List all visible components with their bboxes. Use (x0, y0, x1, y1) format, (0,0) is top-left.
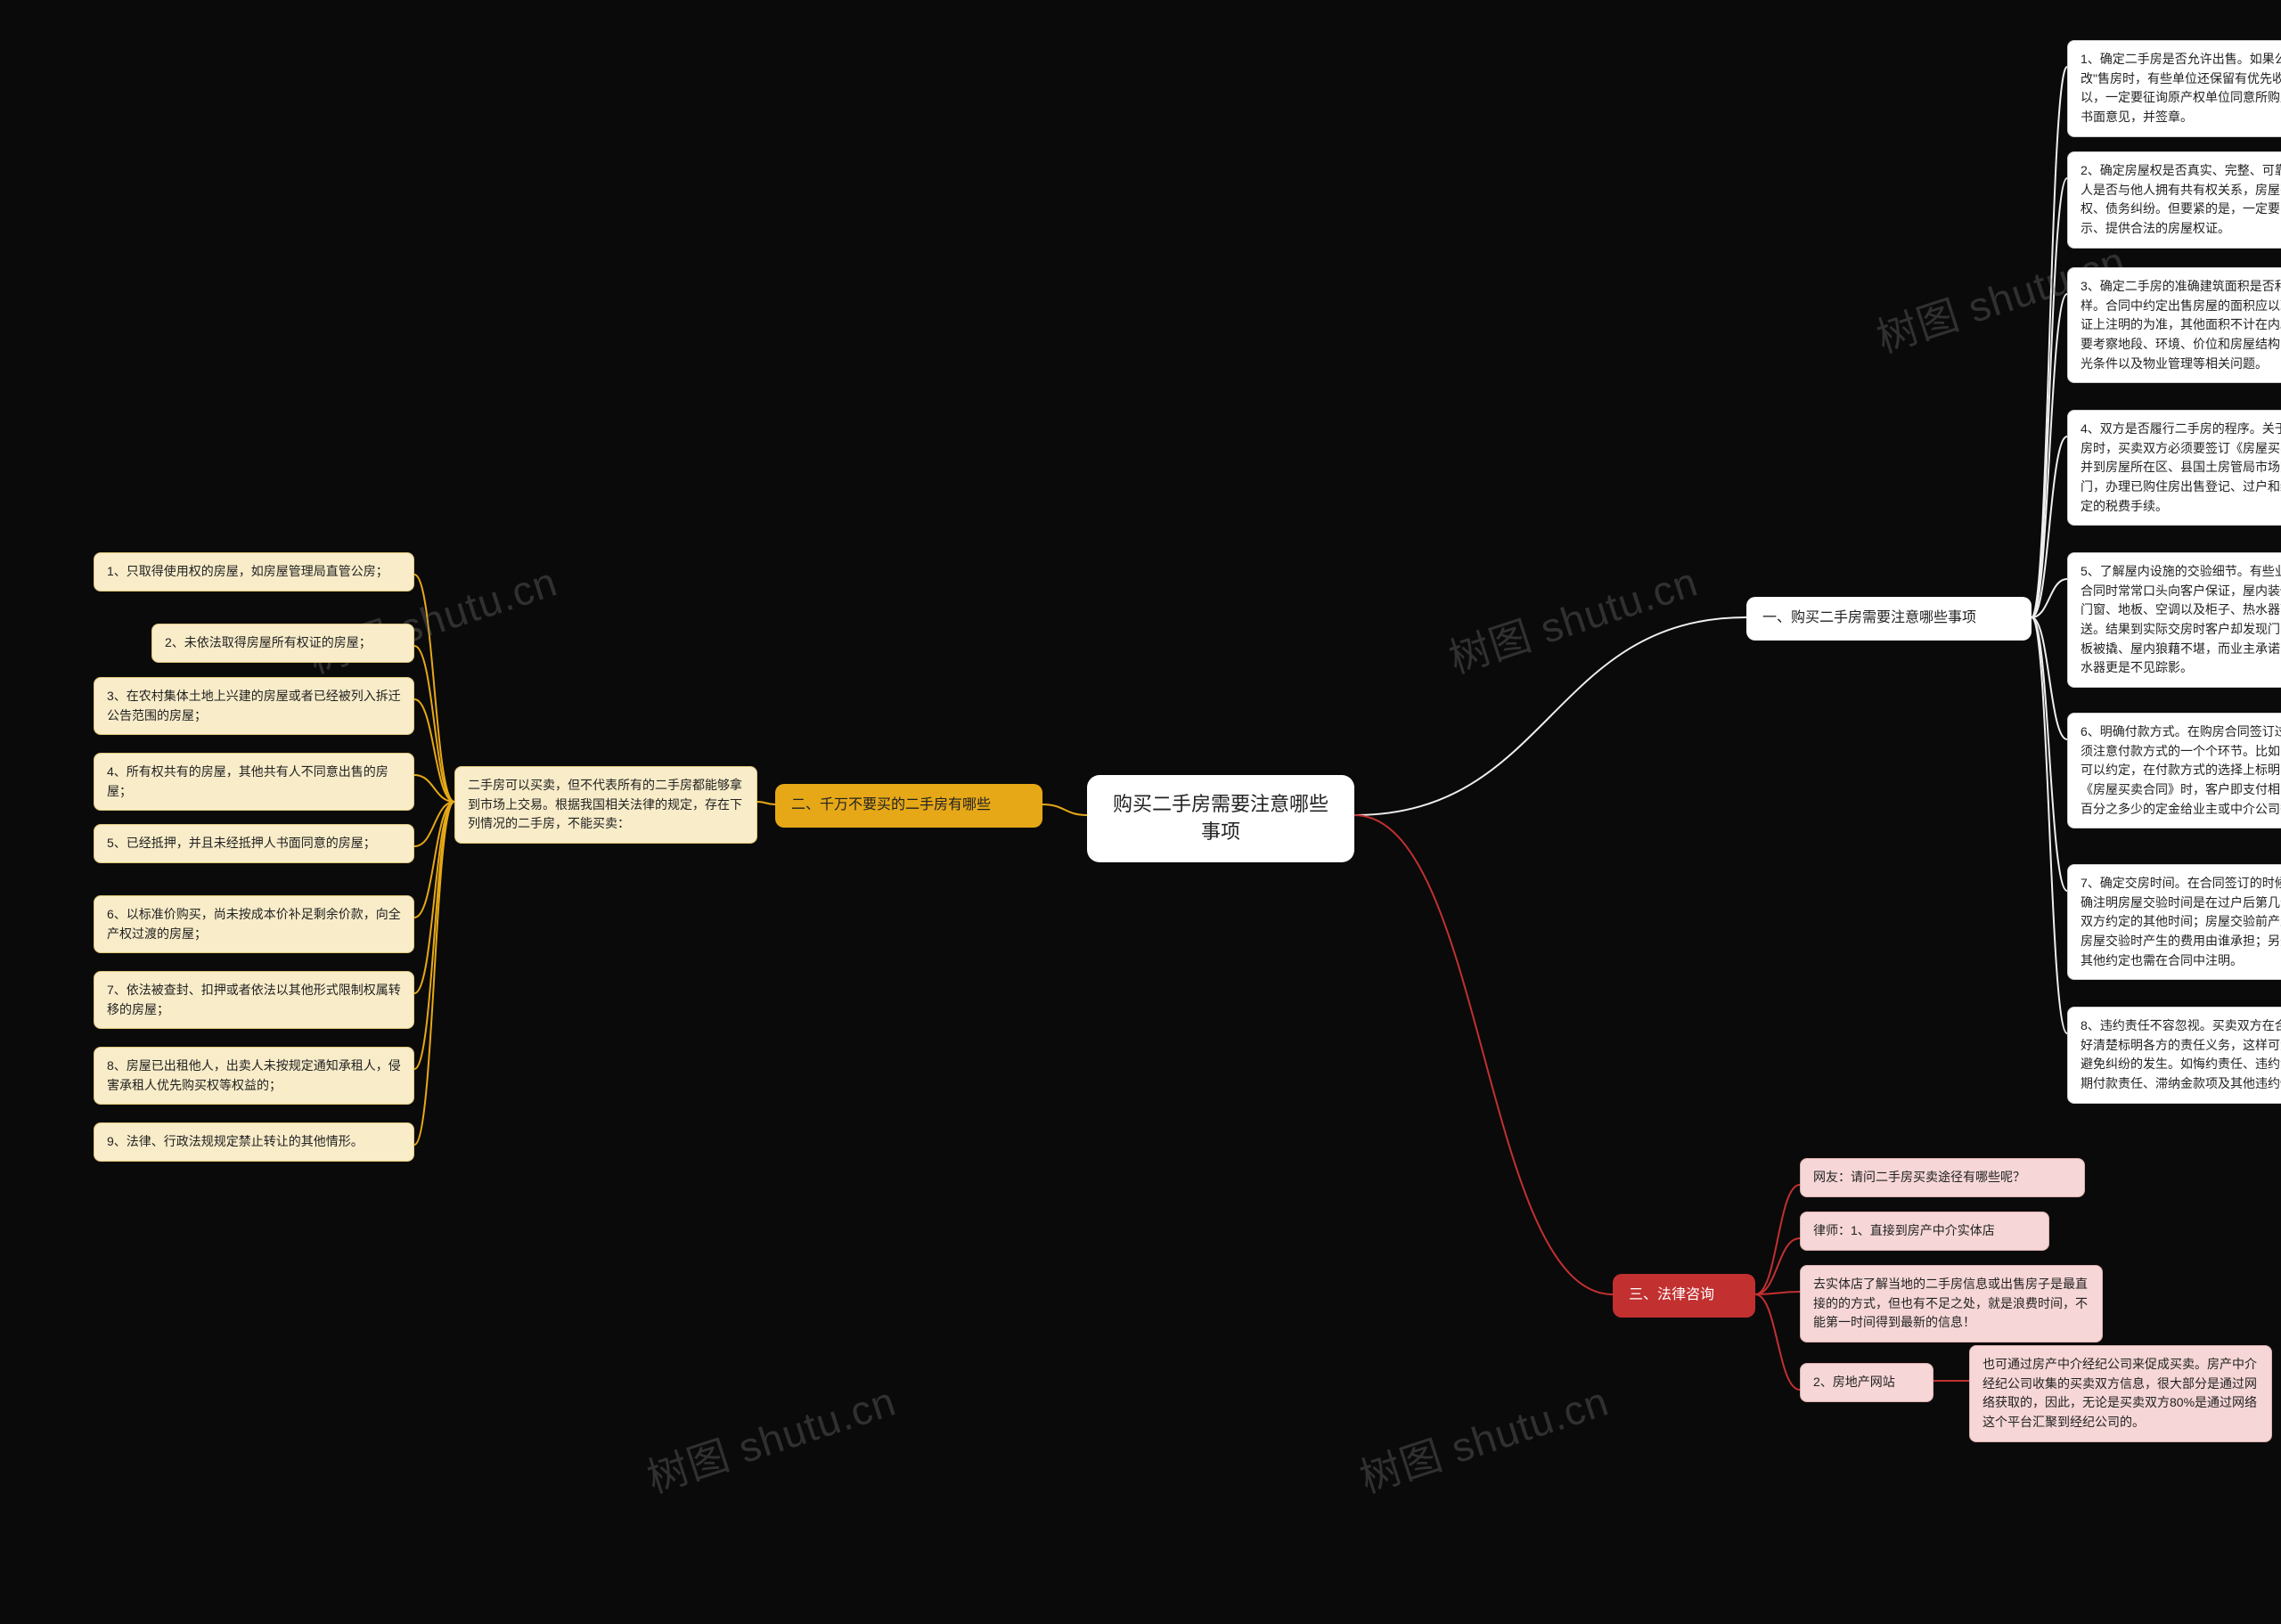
leaf-b2c8[interactable]: 8、房屋已出租他人，出卖人未按规定通知承租人，侵害承租人优先购买权等权益的； (94, 1047, 414, 1105)
leaf-b1c5[interactable]: 5、了解屋内设施的交验细节。有些业主在签订合同时常常口头向客户保证，屋内装修的铝… (2067, 552, 2281, 688)
inter-b2[interactable]: 二手房可以买卖，但不代表所有的二手房都能够拿到市场上交易。根据我国相关法律的规定… (454, 766, 757, 844)
branch-b1[interactable]: 一、购买二手房需要注意哪些事项 (1746, 597, 2032, 641)
leaf-b1c3[interactable]: 3、确定二手房的准确建筑面积是否和产权证一样。合同中约定出售房屋的面积应以现在的… (2067, 267, 2281, 383)
watermark: 树图 shutu.cn (1441, 550, 1705, 685)
leaf-b1c6[interactable]: 6、明确付款方式。在购房合同签订过程中，必须注意付款方式的一个个环节。比如，买卖… (2067, 713, 2281, 828)
watermark: 树图 shutu.cn (639, 1369, 903, 1505)
leaf-b3c2[interactable]: 律师：1、直接到房产中介实体店 (1800, 1212, 2049, 1251)
leaf-b1c2[interactable]: 2、确定房屋权是否真实、完整、可靠。房屋权人是否与他人拥有共有权关系，房屋有无其… (2067, 151, 2281, 249)
watermark: 树图 shutu.cn (1352, 1369, 1615, 1505)
branch-b2[interactable]: 二、千万不要买的二手房有哪些 (775, 784, 1042, 828)
leaf-b1c1[interactable]: 1、确定二手房是否允许出售。如果公有住房"房改"售房时，有些单位还保留有优先收购… (2067, 40, 2281, 137)
leaf-b2c1[interactable]: 1、只取得使用权的房屋，如房屋管理局直管公房； (94, 552, 414, 592)
branch-b3[interactable]: 三、法律咨询 (1613, 1274, 1755, 1318)
leaf-b2c2[interactable]: 2、未依法取得房屋所有权证的房屋； (151, 624, 414, 663)
root-node[interactable]: 购买二手房需要注意哪些事项 (1087, 775, 1354, 862)
leaf-b1c4[interactable]: 4、双方是否履行二手房的程序。关于购买二手房时，买卖双方必须要签订《房屋买卖合同… (2067, 410, 2281, 526)
leaf-b2c6[interactable]: 6、以标准价购买，尚未按成本价补足剩余价款，向全产权过渡的房屋； (94, 895, 414, 953)
leaf-b2c4[interactable]: 4、所有权共有的房屋，其他共有人不同意出售的房屋； (94, 753, 414, 811)
leaf-b2c5[interactable]: 5、已经抵押，并且未经抵押人书面同意的房屋； (94, 824, 414, 863)
leaf-b2c9[interactable]: 9、法律、行政法规规定禁止转让的其他情形。 (94, 1122, 414, 1162)
leaf-b3c1[interactable]: 网友：请问二手房买卖途径有哪些呢？ (1800, 1158, 2085, 1197)
leaf-b3c4s[interactable]: 也可通过房产中介经纪公司来促成买卖。房产中介经纪公司收集的买卖双方信息，很大部分… (1969, 1345, 2272, 1442)
leaf-b2c7[interactable]: 7、依法被查封、扣押或者依法以其他形式限制权属转移的房屋； (94, 971, 414, 1029)
leaf-b2c3[interactable]: 3、在农村集体土地上兴建的房屋或者已经被列入拆迁公告范围的房屋； (94, 677, 414, 735)
leaf-b3c4[interactable]: 2、房地产网站 (1800, 1363, 1934, 1402)
leaf-b1c7[interactable]: 7、确定交房时间。在合同签订的时候还应该明确注明房屋交验时间是在过户后第几个工作… (2067, 864, 2281, 980)
leaf-b3c3[interactable]: 去实体店了解当地的二手房信息或出售房子是最直接的的方式，但也有不足之处，就是浪费… (1800, 1265, 2103, 1342)
leaf-b1c8[interactable]: 8、违约责任不容忽视。买卖双方在合同约定时好清楚标明各方的责任义务，这样可大大有… (2067, 1007, 2281, 1104)
